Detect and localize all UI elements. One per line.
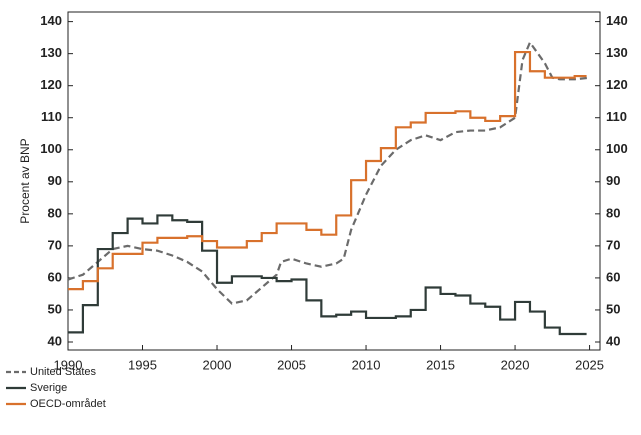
y2-tick-label: 90 xyxy=(606,173,620,188)
y2-tick-label: 120 xyxy=(606,77,628,92)
line-series xyxy=(67,40,590,305)
x-tick-label: 2005 xyxy=(277,357,306,372)
legend-label: OECD-området xyxy=(30,398,106,410)
legend-label: Sverige xyxy=(30,382,67,394)
y-tick-label: 100 xyxy=(40,141,62,156)
x-tick-label: 1990 xyxy=(54,357,83,372)
y-axis-label: Procent av BNP xyxy=(18,138,32,223)
x-tick-label: 1995 xyxy=(128,357,157,372)
legend-label: United States xyxy=(30,366,97,378)
y-tick-label: 60 xyxy=(48,269,62,284)
y2-tick-label: 140 xyxy=(606,13,628,28)
y-tick-label: 90 xyxy=(48,173,62,188)
y2-tick-label: 50 xyxy=(606,301,620,316)
x-tick-label: 2020 xyxy=(501,357,530,372)
y2-tick-label: 100 xyxy=(606,141,628,156)
y2-tick-label: 80 xyxy=(606,205,620,220)
y-tick-label: 110 xyxy=(41,109,62,124)
y2-tick-label: 130 xyxy=(606,45,628,60)
x-tick-label: 2015 xyxy=(426,357,455,372)
y2-tick-label: 60 xyxy=(606,269,620,284)
y-tick-label: 70 xyxy=(48,237,62,252)
y2-tick-label: 110 xyxy=(606,109,627,124)
y-tick-label: 40 xyxy=(48,333,62,348)
x-tick-label: 2010 xyxy=(352,357,381,372)
line-series xyxy=(68,214,587,336)
y-tick-label: 80 xyxy=(48,205,62,220)
line-series xyxy=(68,50,587,291)
x-tick-label: 2000 xyxy=(203,357,232,372)
y-tick-label: 130 xyxy=(40,45,62,60)
y-tick-label: 120 xyxy=(40,77,62,92)
y-tick-label: 140 xyxy=(40,13,62,28)
plot-frame xyxy=(67,11,601,351)
y-tick-label: 50 xyxy=(48,301,62,316)
y2-tick-label: 40 xyxy=(606,333,620,348)
x-tick-label: 2025 xyxy=(575,357,604,372)
y2-tick-label: 70 xyxy=(606,237,620,252)
